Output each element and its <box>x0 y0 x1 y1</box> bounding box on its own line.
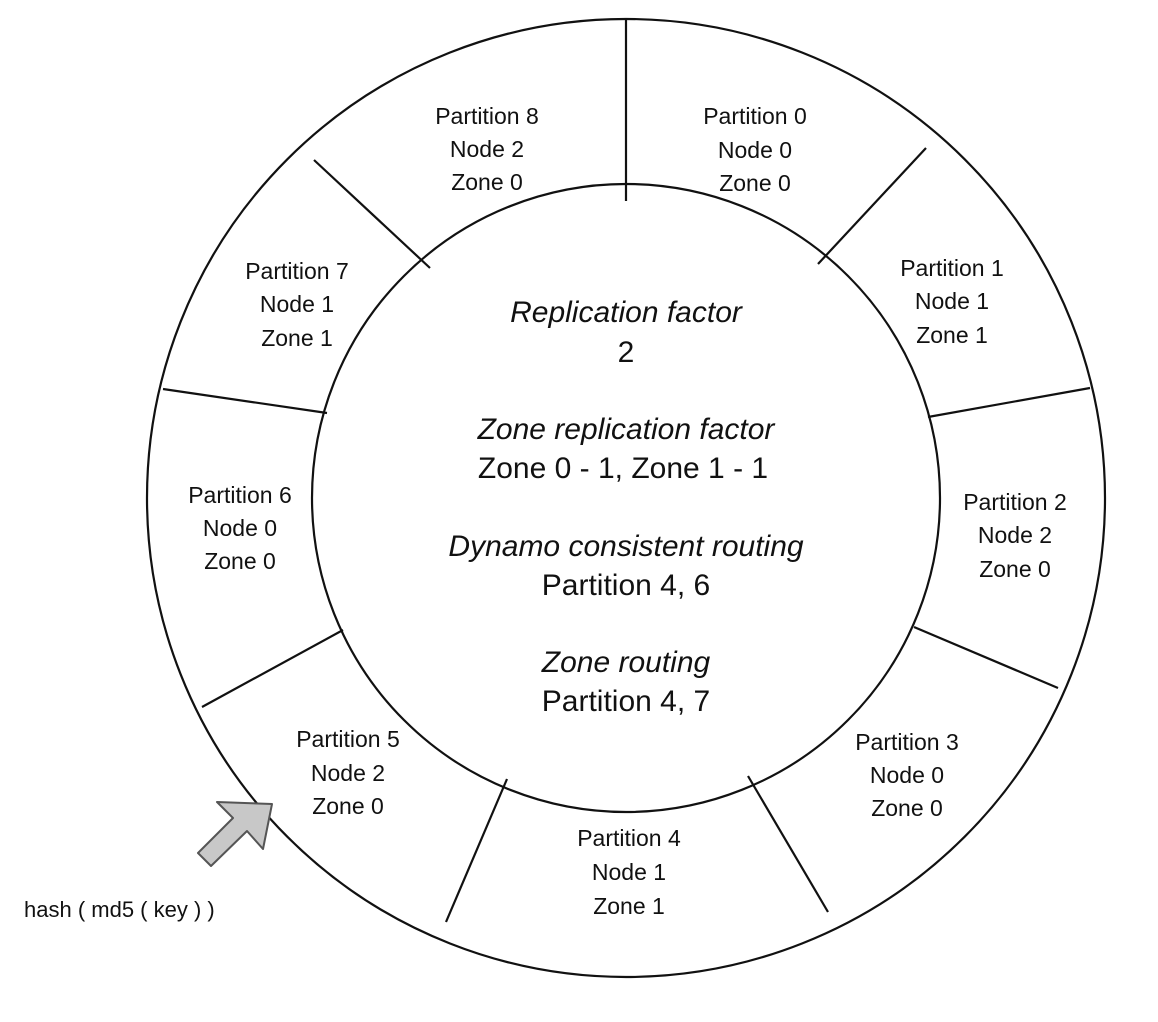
partition-segment: Partition 6 Node 0 Zone 0 <box>188 482 292 574</box>
partition-label: Partition 4 <box>577 825 681 851</box>
partition-label: Partition 3 <box>855 729 959 755</box>
divider-5-6 <box>201 629 344 708</box>
partition-label: Partition 5 <box>296 726 400 752</box>
partition-label: Partition 6 <box>188 482 292 508</box>
divider-0-1 <box>817 147 927 265</box>
replication-factor-value: 2 <box>618 336 635 369</box>
zone-routing-heading: Zone routing <box>541 646 711 679</box>
node-label: Node 0 <box>203 515 277 541</box>
divider-6-7 <box>162 387 328 415</box>
zone-label: Zone 1 <box>916 322 988 348</box>
zone-label: Zone 0 <box>312 793 384 819</box>
node-label: Node 1 <box>592 859 666 885</box>
zone-label: Zone 0 <box>871 795 943 821</box>
partition-label: Partition 8 <box>435 103 539 129</box>
node-label: Node 1 <box>915 288 989 314</box>
zone-label: Zone 1 <box>261 325 333 351</box>
partition-label: Partition 0 <box>703 103 807 129</box>
outer-ring <box>145 17 1107 979</box>
partition-label: Partition 2 <box>963 489 1067 515</box>
replication-factor-heading: Replication factor <box>510 296 743 329</box>
divider-1-2 <box>927 386 1091 419</box>
zone-label: Zone 0 <box>979 556 1051 582</box>
partition-dividers <box>162 20 1091 923</box>
zone-replication-factor-value: Zone 0 - 1, Zone 1 - 1 <box>478 452 768 485</box>
partition-label: Partition 7 <box>245 258 349 284</box>
partition-segment: Partition 5 Node 2 Zone 0 <box>296 726 400 819</box>
node-label: Node 2 <box>450 136 524 162</box>
node-label: Node 0 <box>718 137 792 163</box>
node-label: Node 1 <box>260 291 334 317</box>
dynamo-routing-heading: Dynamo consistent routing <box>448 530 803 563</box>
node-label: Node 2 <box>311 760 385 786</box>
partition-segment: Partition 3 Node 0 Zone 0 <box>855 729 959 821</box>
partition-label: Partition 1 <box>900 255 1004 281</box>
divider-3-4 <box>747 775 829 913</box>
partition-segment: Partition 1 Node 1 Zone 1 <box>900 255 1004 348</box>
partition-segment: Partition 4 Node 1 Zone 1 <box>577 825 681 919</box>
partition-segment: Partition 2 Node 2 Zone 0 <box>963 489 1067 582</box>
zone-label: Zone 0 <box>451 169 523 195</box>
zone-routing-value: Partition 4, 7 <box>542 685 710 718</box>
zone-replication-factor-heading: Zone replication factor <box>477 413 776 446</box>
center-info: Replication factor 2 Zone replication fa… <box>448 296 803 718</box>
divider-4-5 <box>444 778 509 923</box>
zone-label: Zone 1 <box>593 893 665 919</box>
partition-segment: Partition 8 Node 2 Zone 0 <box>435 103 539 195</box>
divider-7-8 <box>313 159 431 269</box>
zone-label: Zone 0 <box>204 548 276 574</box>
hash-function-label: hash ( md5 ( key ) ) <box>24 897 215 922</box>
partition-segment: Partition 7 Node 1 Zone 1 <box>245 258 349 351</box>
hash-arrow-icon <box>197 801 273 867</box>
dynamo-routing-value: Partition 4, 6 <box>542 569 710 602</box>
divider-2-3 <box>913 625 1059 690</box>
node-label: Node 2 <box>978 522 1052 548</box>
partition-segment: Partition 0 Node 0 Zone 0 <box>703 103 807 196</box>
zone-label: Zone 0 <box>719 170 791 196</box>
node-label: Node 0 <box>870 762 944 788</box>
